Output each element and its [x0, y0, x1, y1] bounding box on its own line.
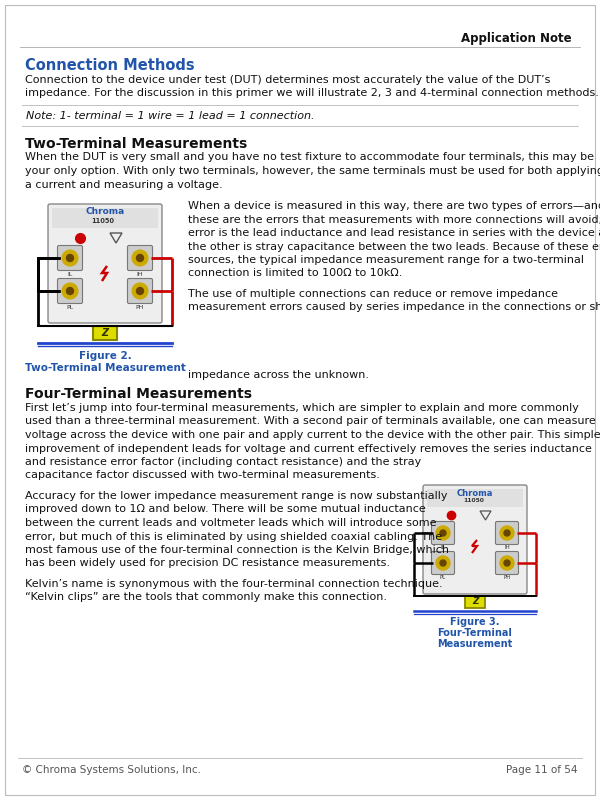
Text: Z: Z: [101, 328, 109, 338]
Text: Connection Methods: Connection Methods: [25, 58, 194, 73]
Text: improved down to 1Ω and below. There will be some mutual inductance: improved down to 1Ω and below. There wil…: [25, 505, 426, 514]
Text: error is the lead inductance and lead resistance in series with the device and: error is the lead inductance and lead re…: [188, 228, 600, 238]
Circle shape: [67, 287, 74, 294]
Text: connection is limited to 100Ω to 10kΩ.: connection is limited to 100Ω to 10kΩ.: [188, 269, 403, 278]
Text: © Chroma Systems Solutions, Inc.: © Chroma Systems Solutions, Inc.: [22, 765, 201, 775]
Text: most famous use of the four-terminal connection is the Kelvin Bridge, which: most famous use of the four-terminal con…: [25, 545, 449, 555]
FancyBboxPatch shape: [496, 522, 518, 545]
Text: When the DUT is very small and you have no test fixture to accommodate four term: When the DUT is very small and you have …: [25, 153, 594, 162]
Text: between the current leads and voltmeter leads which will introduce some: between the current leads and voltmeter …: [25, 518, 437, 528]
Bar: [465, 596, 485, 608]
Text: Accuracy for the lower impedance measurement range is now substantially: Accuracy for the lower impedance measure…: [25, 491, 448, 501]
Text: The use of multiple connections can reduce or remove impedance: The use of multiple connections can redu…: [188, 289, 558, 299]
Bar: [93, 326, 117, 340]
Circle shape: [62, 250, 78, 266]
Text: PH: PH: [503, 575, 511, 580]
Text: Four-Terminal Measurements: Four-Terminal Measurements: [25, 387, 252, 401]
Text: voltage across the device with one pair and apply current to the device with the: voltage across the device with one pair …: [25, 430, 600, 440]
Text: Measurement: Measurement: [437, 639, 512, 649]
Text: a current and measuring a voltage.: a current and measuring a voltage.: [25, 179, 223, 190]
Text: Chroma: Chroma: [457, 489, 493, 498]
Circle shape: [500, 556, 514, 570]
Text: IH: IH: [137, 272, 143, 277]
FancyBboxPatch shape: [58, 246, 83, 270]
Circle shape: [436, 556, 450, 570]
Text: PH: PH: [136, 305, 144, 310]
Text: Two-Terminal Measurements: Two-Terminal Measurements: [25, 137, 247, 150]
Text: 11050: 11050: [463, 498, 484, 502]
Circle shape: [132, 283, 148, 299]
Circle shape: [440, 530, 446, 536]
Circle shape: [132, 250, 148, 266]
FancyBboxPatch shape: [48, 204, 162, 323]
Text: Chroma: Chroma: [85, 207, 125, 217]
Text: Two-Terminal Measurement: Two-Terminal Measurement: [25, 363, 185, 373]
Text: Kelvin’s name is synonymous with the four-terminal connection technique.: Kelvin’s name is synonymous with the fou…: [25, 579, 443, 589]
Bar: [427, 489, 523, 507]
Text: impedance. For the discussion in this primer we will illustrate 2, 3 and 4-termi: impedance. For the discussion in this pr…: [25, 89, 599, 98]
FancyBboxPatch shape: [496, 551, 518, 574]
Text: capacitance factor discussed with two-terminal measurements.: capacitance factor discussed with two-te…: [25, 470, 380, 481]
Circle shape: [504, 530, 510, 536]
Circle shape: [67, 254, 74, 262]
Text: First let’s jump into four-terminal measurements, which are simpler to explain a: First let’s jump into four-terminal meas…: [25, 403, 579, 413]
Text: impedance across the unknown.: impedance across the unknown.: [188, 370, 369, 380]
Text: Figure 2.: Figure 2.: [79, 351, 131, 361]
Text: Four-Terminal: Four-Terminal: [437, 628, 512, 638]
Circle shape: [137, 287, 143, 294]
Text: PL: PL: [440, 575, 446, 580]
Circle shape: [504, 560, 510, 566]
Text: 11050: 11050: [91, 218, 114, 224]
Text: PL: PL: [67, 305, 74, 310]
Text: “Kelvin clips” are the tools that commonly make this connection.: “Kelvin clips” are the tools that common…: [25, 593, 387, 602]
Text: IH: IH: [504, 545, 510, 550]
FancyBboxPatch shape: [128, 246, 152, 270]
Text: IL: IL: [67, 272, 73, 277]
Text: When a device is measured in this way, there are two types of errors—and: When a device is measured in this way, t…: [188, 201, 600, 211]
Text: improvement of independent leads for voltage and current effectively removes the: improvement of independent leads for vol…: [25, 443, 592, 454]
Text: Page 11 of 54: Page 11 of 54: [506, 765, 578, 775]
Circle shape: [62, 283, 78, 299]
FancyBboxPatch shape: [128, 278, 152, 303]
Text: and resistance error factor (including contact resistance) and the stray: and resistance error factor (including c…: [25, 457, 421, 467]
Text: has been widely used for precision DC resistance measurements.: has been widely used for precision DC re…: [25, 558, 390, 569]
Circle shape: [137, 254, 143, 262]
Text: Figure 3.: Figure 3.: [450, 617, 500, 627]
Circle shape: [500, 526, 514, 540]
Text: Z: Z: [472, 598, 478, 606]
Text: sources, the typical impedance measurement range for a two-terminal: sources, the typical impedance measureme…: [188, 255, 584, 265]
FancyBboxPatch shape: [58, 278, 83, 303]
Text: IL: IL: [440, 545, 445, 550]
Text: used than a three-terminal measurement. With a second pair of terminals availabl: used than a three-terminal measurement. …: [25, 417, 596, 426]
Text: these are the errors that measurements with more connections will avoid; one: these are the errors that measurements w…: [188, 214, 600, 225]
Text: Application Note: Application Note: [461, 32, 572, 45]
Text: Note: 1- terminal = 1 wire = 1 lead = 1 connection.: Note: 1- terminal = 1 wire = 1 lead = 1 …: [26, 111, 314, 121]
Bar: [52, 208, 158, 228]
Text: measurement errors caused by series impedance in the connections or shunt: measurement errors caused by series impe…: [188, 302, 600, 313]
FancyBboxPatch shape: [431, 551, 455, 574]
FancyBboxPatch shape: [423, 485, 527, 594]
FancyBboxPatch shape: [431, 522, 455, 545]
Text: your only option. With only two terminals, however, the same terminals must be u: your only option. With only two terminal…: [25, 166, 600, 176]
Circle shape: [440, 560, 446, 566]
Text: error, but much of this is eliminated by using shielded coaxial cabling. The: error, but much of this is eliminated by…: [25, 531, 442, 542]
Text: Connection to the device under test (DUT) determines most accurately the value o: Connection to the device under test (DUT…: [25, 75, 550, 85]
Text: the other is stray capacitance between the two leads. Because of these error: the other is stray capacitance between t…: [188, 242, 600, 251]
Circle shape: [436, 526, 450, 540]
